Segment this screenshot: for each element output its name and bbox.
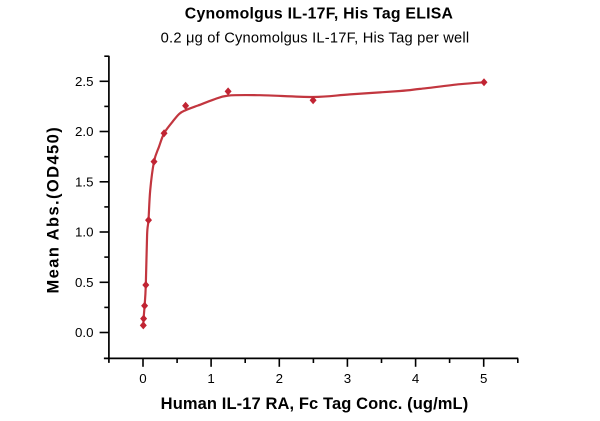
svg-text:0.2 μg of Cynomolgus IL-17F, H: 0.2 μg of Cynomolgus IL-17F, His Tag per…	[161, 31, 470, 47]
svg-text:4: 4	[412, 371, 419, 386]
svg-text:Cynomolgus IL-17F, His Tag ELI: Cynomolgus IL-17F, His Tag ELISA	[185, 6, 453, 23]
svg-text:0.0: 0.0	[75, 325, 94, 340]
svg-text:Mean Abs.(OD450): Mean Abs.(OD450)	[45, 126, 63, 294]
svg-text:3: 3	[344, 371, 351, 386]
svg-text:1: 1	[207, 371, 214, 386]
svg-text:2.0: 2.0	[75, 124, 94, 139]
svg-text:1.5: 1.5	[75, 175, 94, 190]
svg-text:2: 2	[276, 371, 283, 386]
svg-text:2.5: 2.5	[75, 74, 94, 89]
svg-text:0.5: 0.5	[75, 275, 94, 290]
svg-text:0: 0	[139, 371, 146, 386]
svg-text:1.0: 1.0	[75, 225, 94, 240]
svg-text:Human IL-17 RA, Fc Tag Conc. (: Human IL-17 RA, Fc Tag Conc. (ug/mL)	[161, 395, 469, 413]
svg-text:5: 5	[480, 371, 487, 386]
